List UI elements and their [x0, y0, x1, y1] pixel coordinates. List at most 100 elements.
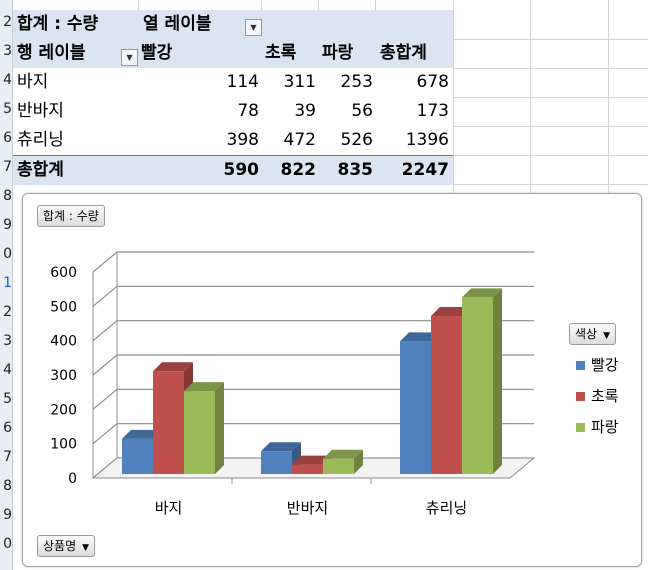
bar [153, 371, 184, 474]
chart-plot: 0 100 200 300 400 500 600 바지 반바지 츄리닝 [50, 251, 536, 517]
row-number[interactable]: 2 [3, 304, 12, 320]
legend-label: 파랑 [591, 418, 619, 436]
value-cell[interactable]: 311 [283, 72, 316, 92]
value-cell[interactable]: 1396 [405, 130, 449, 150]
bar [184, 391, 215, 474]
total-cell[interactable]: 822 [280, 160, 317, 180]
row-number[interactable]: 6 [3, 130, 12, 146]
total-cell[interactable]: 2247 [401, 160, 449, 180]
row-number[interactable]: 0 [3, 246, 12, 262]
row-number[interactable]: 2 [3, 14, 12, 30]
pivot-col-label[interactable]: 열 레이블 [143, 14, 212, 34]
total-cell[interactable]: 590 [223, 160, 260, 180]
side-gridline [92, 388, 118, 410]
row-number[interactable]: 5 [3, 101, 12, 117]
value-field-button-label: 합계 : 수량 [43, 209, 99, 223]
pivot-total-row: 총합계 590 822 835 2247 [13, 155, 453, 185]
legend-swatch [576, 392, 585, 401]
x-tick-label: 바지 [155, 499, 183, 517]
row-number[interactable]: 5 [3, 391, 12, 407]
bar [400, 341, 431, 474]
value-cell[interactable]: 526 [340, 130, 373, 150]
side-gridline [92, 251, 118, 273]
bar [323, 458, 354, 474]
bar [431, 315, 462, 474]
bar [261, 451, 292, 474]
row-number[interactable]: 6 [3, 420, 12, 436]
value-cell[interactable]: 678 [416, 72, 449, 92]
row-number[interactable]: 1 [3, 275, 12, 291]
pivot-chart[interactable]: 0 100 200 300 400 500 600 바지 반바지 츄리닝 합계 : 수량 색상 ▼ … [22, 193, 642, 567]
x-tick-label: 츄리닝 [426, 499, 467, 517]
col-header[interactable]: 총합계 [380, 43, 427, 63]
legend-field-button[interactable]: 색상 ▼ [569, 323, 617, 345]
value-cell[interactable]: 472 [283, 130, 316, 150]
gridline [453, 184, 648, 185]
y-tick-label: 100 [50, 437, 77, 453]
row-number[interactable]: 9 [3, 507, 12, 523]
value-cell[interactable]: 56 [351, 101, 373, 121]
bar-top [261, 442, 301, 452]
pivot-title-row: 합계 : 수량 열 레이블 ▼ [13, 10, 453, 39]
side-gridline [92, 285, 118, 307]
legend-field-button-label: 색상 [575, 327, 598, 341]
row-filter-dropdown-icon[interactable]: ▼ [121, 49, 138, 66]
gridline [318, 0, 319, 10]
pivot-value-field[interactable]: 합계 : 수량 [17, 14, 99, 34]
col-header[interactable]: 빨강 [141, 43, 173, 63]
legend-label: 빨강 [591, 356, 619, 374]
col-filter-dropdown-icon[interactable]: ▼ [245, 19, 262, 36]
row-number[interactable]: 4 [3, 362, 12, 378]
bar-top [431, 306, 471, 316]
row-label[interactable]: 바지 [17, 72, 49, 92]
row-label[interactable]: 츄리닝 [17, 130, 64, 150]
value-cell[interactable]: 39 [294, 101, 316, 121]
value-cell[interactable]: 173 [416, 101, 449, 121]
chevron-down-icon: ▼ [82, 543, 90, 553]
value-field-button[interactable]: 합계 : 수량 [37, 205, 105, 227]
y-tick-label: 200 [50, 402, 77, 418]
row-number[interactable]: 7 [3, 159, 12, 175]
row-number[interactable]: 3 [3, 43, 12, 59]
total-label[interactable]: 총합계 [17, 160, 64, 180]
bar-top [462, 288, 502, 298]
col-header[interactable]: 초록 [265, 43, 297, 63]
legend-item[interactable]: 파랑 [576, 416, 619, 437]
gridline [261, 0, 262, 10]
pivot-data-row: 츄리닝 398 472 526 1396 [13, 126, 453, 155]
value-cell[interactable]: 398 [226, 130, 259, 150]
chevron-down-icon: ▼ [603, 331, 611, 341]
legend-swatch [576, 361, 585, 370]
axis-field-button-label: 상품명 [43, 539, 77, 553]
pivot-row-label[interactable]: 행 레이블 [17, 43, 86, 63]
gridline [453, 97, 648, 98]
legend-item[interactable]: 초록 [576, 385, 619, 406]
gridline [530, 0, 531, 193]
row-number[interactable]: 8 [3, 188, 12, 204]
axis-field-button[interactable]: 상품명 ▼ [37, 535, 96, 557]
value-cell[interactable]: 114 [226, 72, 259, 92]
bar-side [493, 288, 502, 474]
pivot-data-row: 반바지 78 39 56 173 [13, 97, 453, 126]
col-header[interactable]: 파랑 [322, 43, 354, 63]
gridline [138, 0, 139, 10]
pivot-header-row: 행 레이블 ▼ 빨강 초록 파랑 총합계 [13, 39, 453, 68]
row-number[interactable]: 8 [3, 478, 12, 494]
row-number[interactable]: 9 [3, 217, 12, 233]
side-gridline [92, 423, 118, 445]
gridline [453, 0, 454, 193]
row-number[interactable]: 7 [3, 449, 12, 465]
row-header-strip: 2 3 4 5 6 7 8 9 0 1 2 3 4 5 6 7 8 9 0 [0, 0, 13, 570]
legend-swatch [576, 423, 585, 432]
row-number[interactable]: 3 [3, 333, 12, 349]
value-cell[interactable]: 253 [340, 72, 373, 92]
bar [292, 464, 323, 474]
value-cell[interactable]: 78 [237, 101, 259, 121]
legend-label: 초록 [591, 387, 619, 405]
legend-item[interactable]: 빨강 [576, 354, 619, 375]
row-number[interactable]: 4 [3, 72, 12, 88]
total-cell[interactable]: 835 [337, 160, 374, 180]
gridline [453, 68, 648, 69]
row-number[interactable]: 0 [3, 536, 12, 552]
row-label[interactable]: 반바지 [17, 101, 64, 121]
